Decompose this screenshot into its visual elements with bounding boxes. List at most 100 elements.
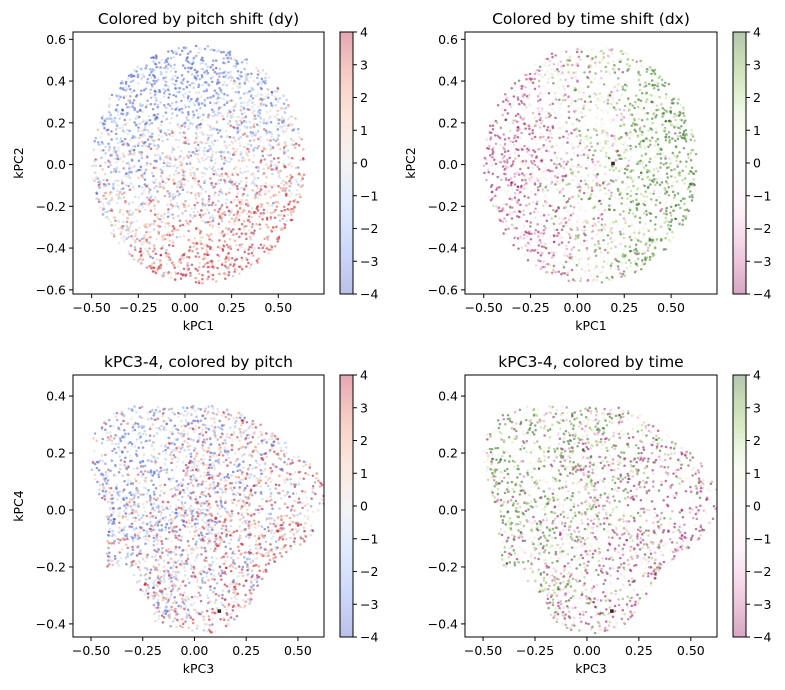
scatter-point xyxy=(252,231,255,235)
scatter-point xyxy=(187,142,190,146)
scatter-point xyxy=(660,181,664,184)
scatter-point xyxy=(548,236,552,239)
scatter-point xyxy=(620,112,623,116)
scatter-point xyxy=(256,69,260,73)
scatter-point xyxy=(166,154,169,158)
scatter-point xyxy=(661,83,664,87)
scatter-point xyxy=(140,89,143,92)
scatter-point xyxy=(653,72,656,75)
scatter-point xyxy=(595,175,598,179)
scatter-point xyxy=(167,178,170,181)
scatter-point xyxy=(195,109,198,112)
scatter-point xyxy=(164,77,168,80)
scatter-point xyxy=(635,123,639,127)
scatter-point xyxy=(617,260,620,263)
scatter-point xyxy=(664,155,667,158)
scatter-point xyxy=(524,85,527,89)
scatter-point xyxy=(290,165,293,168)
scatter-point xyxy=(542,175,545,179)
scatter-point xyxy=(124,82,128,86)
scatter-point xyxy=(601,233,604,237)
scatter-point xyxy=(197,281,201,285)
scatter-point xyxy=(677,98,680,101)
scatter-point xyxy=(523,157,526,161)
scatter-point xyxy=(524,73,527,77)
scatter-point xyxy=(594,93,598,96)
scatter-point xyxy=(647,129,650,132)
scatter-point xyxy=(665,209,668,213)
scatter-point xyxy=(156,212,160,216)
scatter-point xyxy=(545,237,549,240)
scatter-point xyxy=(99,135,102,139)
scatter-point xyxy=(137,81,140,85)
scatter-point xyxy=(624,221,627,225)
scatter-point xyxy=(624,140,627,144)
scatter-point xyxy=(545,90,548,94)
scatter-point xyxy=(237,159,241,162)
scatter-point xyxy=(670,184,674,188)
scatter-point xyxy=(667,155,670,159)
scatter-point xyxy=(203,244,206,247)
scatter-point xyxy=(125,94,128,98)
scatter-point xyxy=(568,182,571,186)
scatter-point xyxy=(217,178,220,182)
scatter-point xyxy=(246,135,249,138)
scatter-point xyxy=(577,150,581,154)
scatter-point xyxy=(253,103,256,107)
scatter-point xyxy=(585,166,588,170)
scatter-point xyxy=(531,81,535,85)
scatter-point xyxy=(247,159,251,162)
scatter-point xyxy=(661,107,664,110)
scatter-point xyxy=(203,71,206,74)
scatter-point xyxy=(220,157,224,161)
scatter-point xyxy=(124,86,127,89)
scatter-point xyxy=(679,199,683,203)
scatter-point xyxy=(249,130,252,134)
scatter-point xyxy=(599,125,602,129)
scatter-point xyxy=(638,88,642,92)
scatter-point xyxy=(108,160,112,164)
scatter-point xyxy=(548,115,551,119)
scatter-point xyxy=(517,219,520,222)
scatter-point xyxy=(656,82,660,86)
scatter-point xyxy=(570,268,574,272)
scatter-point xyxy=(557,73,561,77)
scatter-point xyxy=(515,153,519,156)
scatter-point xyxy=(517,170,520,174)
scatter-point xyxy=(588,72,592,75)
scatter-point xyxy=(638,83,642,87)
scatter-point xyxy=(502,133,505,136)
scatter-point xyxy=(119,81,123,85)
scatter-point xyxy=(566,203,569,207)
scatter-point xyxy=(517,198,521,202)
scatter-point xyxy=(513,226,516,230)
scatter-point xyxy=(229,79,233,82)
scatter-point xyxy=(216,114,219,117)
scatter-point xyxy=(276,170,280,174)
scatter-point xyxy=(614,119,618,123)
y-tick-label: −0.6 xyxy=(36,282,66,297)
scatter-point xyxy=(589,194,592,197)
scatter-point xyxy=(252,88,255,91)
scatter-point xyxy=(591,158,594,161)
scatter-point xyxy=(151,198,154,202)
scatter-point xyxy=(550,52,554,55)
scatter-point xyxy=(194,227,198,230)
scatter-point xyxy=(181,173,185,177)
scatter-point xyxy=(186,60,190,64)
scatter-point xyxy=(571,84,575,88)
scatter-point xyxy=(275,164,279,168)
scatter-point xyxy=(199,140,202,144)
scatter-point xyxy=(505,232,508,236)
scatter-point xyxy=(594,55,598,58)
scatter-point xyxy=(279,186,283,190)
scatter-point xyxy=(162,274,165,277)
scatter-point xyxy=(132,89,136,92)
scatter-point xyxy=(681,218,685,222)
scatter-point xyxy=(164,111,168,114)
scatter-point xyxy=(605,86,608,89)
scatter-point xyxy=(258,139,262,142)
scatter-point xyxy=(245,77,248,80)
scatter-point xyxy=(511,206,514,209)
scatter-point xyxy=(183,251,187,254)
